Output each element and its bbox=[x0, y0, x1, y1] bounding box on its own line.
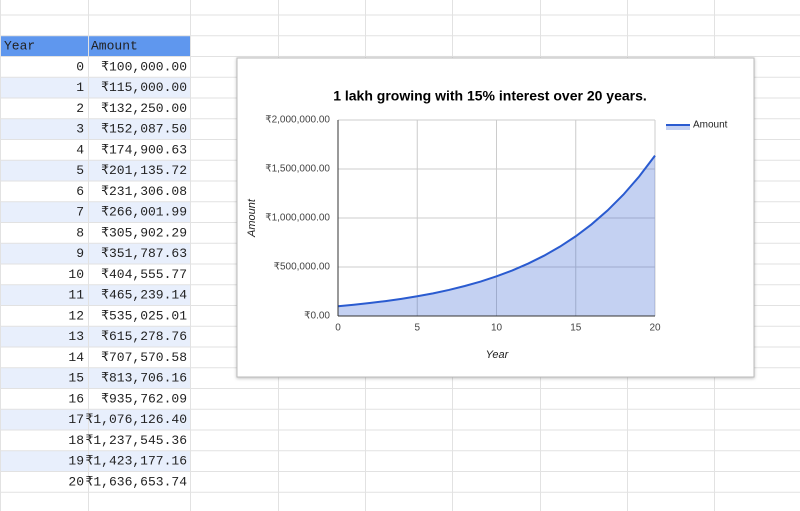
table-cell: 9 bbox=[76, 246, 84, 261]
table-cell: ₹1,636,653.74 bbox=[86, 474, 188, 489]
row-band bbox=[0, 77, 190, 98]
table-cell: ₹305,902.29 bbox=[101, 225, 187, 240]
table-cell: ₹535,025.01 bbox=[101, 308, 187, 323]
table-cell: ₹132,250.00 bbox=[101, 101, 187, 116]
table-cell: 5 bbox=[76, 163, 84, 178]
table-cell: ₹404,555.77 bbox=[101, 267, 187, 282]
area-fill bbox=[338, 155, 655, 316]
table-cell: 15 bbox=[68, 371, 84, 386]
row-band bbox=[0, 367, 190, 389]
table-cell: 10 bbox=[68, 267, 84, 282]
legend-swatch-fill bbox=[666, 125, 690, 130]
table-cell: 1 bbox=[76, 80, 84, 95]
table-cell: 11 bbox=[68, 288, 84, 303]
x-tick-label: 0 bbox=[335, 323, 341, 334]
x-tick-label: 20 bbox=[649, 323, 661, 334]
table-cell: 20 bbox=[68, 474, 84, 489]
y-tick-label: ₹2,000,000.00 bbox=[265, 115, 330, 126]
table-cell: ₹201,135.72 bbox=[101, 163, 187, 178]
row-band bbox=[0, 160, 190, 181]
table-cell: 19 bbox=[68, 454, 84, 469]
table-cell: ₹1,237,545.36 bbox=[86, 433, 187, 448]
table-cell: 6 bbox=[76, 184, 84, 199]
table-cell: ₹351,787.63 bbox=[101, 246, 187, 261]
table-cell: 2 bbox=[76, 101, 84, 116]
table-cell: ₹115,000.00 bbox=[101, 80, 187, 95]
table-cell: ₹1,423,177.16 bbox=[86, 454, 187, 469]
table-cell: 8 bbox=[76, 225, 84, 240]
table-cell: 12 bbox=[68, 308, 84, 323]
table-cell: 17 bbox=[68, 412, 84, 427]
table-cell: ₹935,762.09 bbox=[101, 391, 187, 406]
x-tick-label: 10 bbox=[491, 323, 503, 334]
table-cell: 4 bbox=[76, 142, 84, 157]
table-cell: ₹1,076,126.40 bbox=[86, 412, 187, 427]
table-cell: 13 bbox=[68, 329, 84, 344]
row-band bbox=[0, 409, 190, 430]
y-axis-label: Amount bbox=[246, 198, 258, 238]
x-tick-label: 15 bbox=[570, 323, 582, 334]
y-tick-label: ₹1,500,000.00 bbox=[265, 164, 330, 175]
row-band bbox=[0, 450, 190, 472]
table-cell: 7 bbox=[76, 205, 84, 220]
header-cell: Year bbox=[4, 39, 35, 54]
header-cell: Amount bbox=[91, 39, 138, 54]
table-cell: 14 bbox=[68, 350, 84, 365]
y-tick-label: ₹1,000,000.00 bbox=[265, 213, 330, 224]
table-cell: ₹100,000.00 bbox=[101, 59, 187, 74]
table-cell: 3 bbox=[76, 122, 84, 137]
table-cell: ₹231,306.08 bbox=[101, 184, 187, 199]
x-tick-label: 5 bbox=[414, 323, 420, 334]
table-cell: ₹707,570.58 bbox=[101, 350, 187, 365]
row-band bbox=[0, 201, 190, 223]
x-axis-label: Year bbox=[486, 349, 510, 361]
legend-label: Amount bbox=[693, 120, 728, 131]
table-cell: ₹152,087.50 bbox=[101, 122, 187, 137]
table-cell: ₹174,900.63 bbox=[101, 142, 187, 157]
table-cell: 0 bbox=[76, 59, 84, 74]
row-band bbox=[0, 284, 190, 306]
header-fill bbox=[0, 35, 190, 57]
table-cell: ₹266,001.99 bbox=[101, 205, 187, 220]
table-cell: ₹465,239.14 bbox=[101, 288, 187, 303]
table-cell: ₹615,278.76 bbox=[101, 329, 187, 344]
chart-title: 1 lakh growing with 15% interest over 20… bbox=[333, 88, 647, 104]
table-cell: 18 bbox=[68, 433, 84, 448]
y-tick-label: ₹500,000.00 bbox=[274, 262, 331, 273]
row-band bbox=[0, 118, 190, 140]
y-tick-label: ₹0.00 bbox=[304, 311, 330, 322]
table-cell: ₹813,706.16 bbox=[101, 371, 187, 386]
row-band bbox=[0, 326, 190, 347]
row-band bbox=[0, 243, 190, 264]
table-cell: 16 bbox=[68, 391, 84, 406]
area-line bbox=[337, 155, 656, 308]
